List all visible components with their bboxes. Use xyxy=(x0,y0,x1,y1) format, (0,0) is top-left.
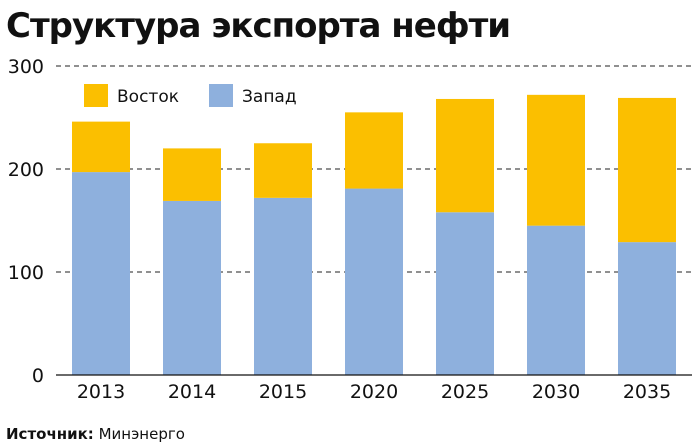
x-tick-label: 2030 xyxy=(532,381,580,403)
x-tick-label: 2035 xyxy=(623,381,671,403)
x-tick-label: 2025 xyxy=(441,381,489,403)
legend-label-east: Восток xyxy=(117,87,179,107)
bar-west-2013 xyxy=(72,172,130,375)
source-value: Минэнерго xyxy=(98,425,185,443)
bar-east-2015 xyxy=(254,143,312,198)
chart-title: Структура экспорта нефти xyxy=(6,6,511,46)
y-tick-label: 100 xyxy=(8,262,44,284)
x-tick-label: 2020 xyxy=(350,381,398,403)
y-tick-label: 200 xyxy=(8,159,44,181)
legend-swatch-west xyxy=(209,84,233,107)
legend-label-west: Запад xyxy=(242,87,297,107)
y-tick-label: 300 xyxy=(8,56,44,78)
source-note: Источник: Минэнерго xyxy=(6,424,185,444)
x-tick-label: 2013 xyxy=(77,381,125,403)
x-axis-ticks: 2013 2014 2015 2020 2025 2030 2035 xyxy=(77,381,671,403)
bars xyxy=(72,94,676,375)
bar-east-2014 xyxy=(163,148,221,201)
bar-east-2025 xyxy=(436,98,494,213)
y-tick-label: 0 xyxy=(32,365,44,387)
y-axis-ticks: 0 100 200 300 xyxy=(8,56,44,387)
source-label: Источник: xyxy=(6,425,94,443)
bar-west-2015 xyxy=(254,197,312,375)
bar-west-2035 xyxy=(618,242,676,375)
bar-east-2035 xyxy=(618,97,676,243)
x-tick-label: 2014 xyxy=(168,381,216,403)
bar-west-2020 xyxy=(345,188,403,375)
bar-east-2030 xyxy=(527,94,585,226)
bar-west-2030 xyxy=(527,225,585,375)
bar-east-2013 xyxy=(72,121,130,173)
bar-west-2014 xyxy=(163,200,221,375)
legend-swatch-east xyxy=(84,84,108,107)
bar-east-2020 xyxy=(345,112,403,189)
x-tick-label: 2015 xyxy=(259,381,307,403)
legend: Восток Запад xyxy=(84,84,297,107)
bar-west-2025 xyxy=(436,212,494,375)
